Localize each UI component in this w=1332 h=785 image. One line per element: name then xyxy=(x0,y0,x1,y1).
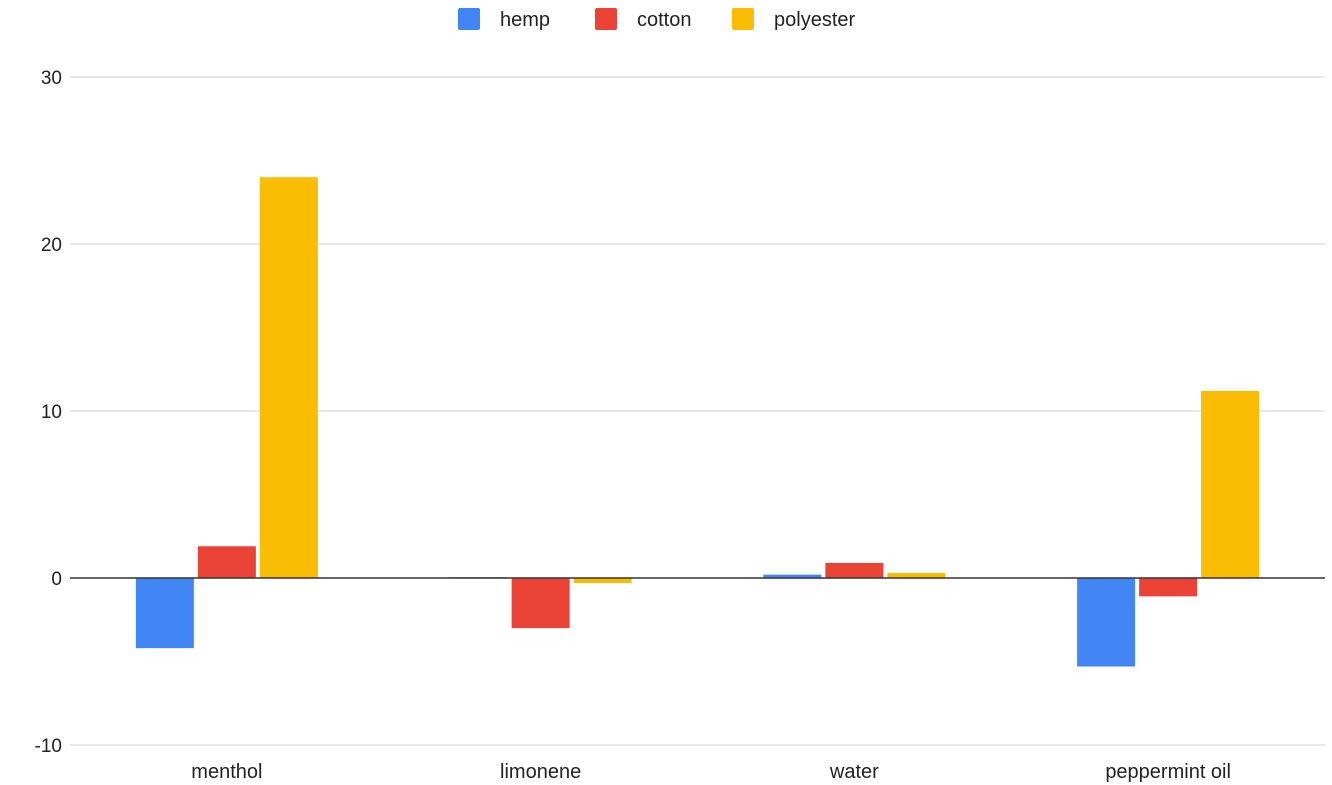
bar-hemp-water xyxy=(763,574,822,578)
bar-cotton-limonene xyxy=(511,578,570,629)
bar-cotton-water xyxy=(825,562,884,578)
bar-polyester-limonene xyxy=(573,578,632,584)
legend-label: polyester xyxy=(774,9,855,31)
bars xyxy=(135,177,1260,667)
legend-item-cotton: cotton xyxy=(595,8,691,31)
legend-swatch xyxy=(458,8,480,30)
gridlines xyxy=(70,76,1325,746)
legend-item-hemp: hemp xyxy=(458,8,550,31)
bar-polyester-water xyxy=(887,572,946,578)
x-tick-label: water xyxy=(829,761,879,783)
y-tick-label: 0 xyxy=(51,569,62,590)
x-tick-label: menthol xyxy=(191,761,262,783)
y-tick-label: 30 xyxy=(41,68,62,89)
bar-cotton-peppermint-oil xyxy=(1139,578,1198,597)
bar-polyester-peppermint-oil xyxy=(1201,390,1260,578)
bar-hemp-menthol xyxy=(135,578,194,649)
bar-polyester-menthol xyxy=(259,177,318,578)
x-axis-labels: menthol limonene water peppermint oil xyxy=(191,761,1231,783)
legend-item-polyester: polyester xyxy=(732,8,855,31)
legend-label: hemp xyxy=(500,9,550,31)
x-tick-label: peppermint oil xyxy=(1105,761,1231,783)
legend-swatch xyxy=(732,8,754,30)
legend: hemp cotton polyester xyxy=(458,8,855,31)
x-tick-label: limonene xyxy=(500,761,581,783)
legend-swatch xyxy=(595,8,617,30)
bar-hemp-peppermint-oil xyxy=(1077,578,1136,667)
y-axis-ticks: -10 0 10 20 30 xyxy=(35,68,62,757)
y-tick-label: -10 xyxy=(35,736,62,757)
legend-label: cotton xyxy=(637,9,691,31)
y-tick-label: 20 xyxy=(41,235,62,256)
bar-cotton-menthol xyxy=(197,546,256,578)
y-tick-label: 10 xyxy=(41,402,62,423)
